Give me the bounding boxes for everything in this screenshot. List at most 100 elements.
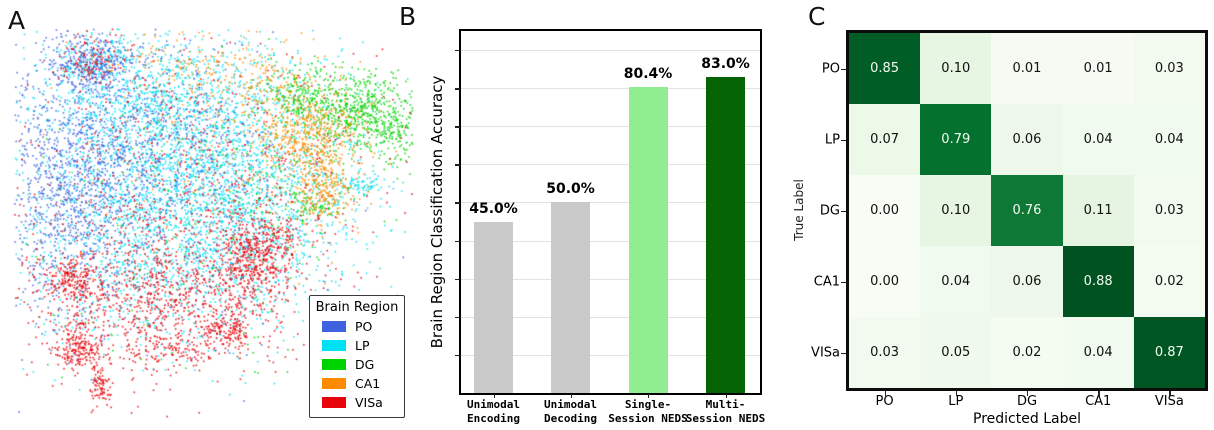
heatmap-cell-CA1-LP: 0.04: [920, 246, 992, 317]
legend-swatch-ca1: [322, 378, 346, 389]
heatmap-col-label-visa: VISa: [1154, 394, 1184, 409]
x-axis-tick: [725, 394, 727, 398]
heatmap-row-label-po: PO: [821, 61, 840, 76]
heatmap-y-tick: [841, 210, 846, 212]
heatmap-cell-PO-PO: 0.85: [849, 33, 921, 104]
heatmap-cell-VISa-LP: 0.05: [920, 317, 992, 388]
heatmap-cell-LP-DG: 0.06: [991, 104, 1063, 175]
heatmap-cell-PO-DG: 0.01: [991, 33, 1063, 104]
heatmap-cell-DG-DG: 0.76: [991, 175, 1063, 246]
heatmap-cell-LP-CA1: 0.04: [1062, 104, 1134, 175]
legend-entry-ca1: CA1: [310, 374, 404, 393]
heatmap-cell-PO-LP: 0.10: [920, 33, 992, 104]
legend-swatch-dg: [322, 359, 346, 370]
panel-c-label: C: [808, 2, 826, 31]
gridline: [461, 50, 760, 52]
heatmap-row-label-ca1: CA1: [813, 274, 840, 289]
gridline: [461, 126, 760, 128]
y-axis-tick: [455, 316, 460, 319]
heatmap-x-axis-label: Predicted Label: [973, 411, 1081, 427]
gridline: [461, 354, 760, 356]
bar-single-: [628, 86, 668, 393]
heatmap-cell-CA1-VISa: 0.02: [1133, 246, 1205, 317]
legend-swatch-lp: [322, 340, 346, 351]
gridline: [461, 240, 760, 242]
y-axis-tick: [455, 50, 460, 52]
y-axis-tick: [455, 126, 460, 128]
legend-label: LP: [355, 338, 370, 353]
heatmap-cell-DG-LP: 0.10: [920, 175, 992, 246]
legend-entry-lp: LP: [310, 336, 404, 355]
heatmap-col-label-ca1: CA1: [1085, 394, 1112, 409]
heatmap-col-label-dg: DG: [1016, 394, 1038, 409]
heatmap-cell-CA1-PO: 0.00: [849, 246, 921, 317]
bar-multi-: [706, 76, 745, 393]
heatmap-cell-CA1-DG: 0.06: [991, 246, 1063, 317]
x-axis-category-label: Multi- Session NEDS: [685, 398, 766, 425]
legend-label: DG: [355, 357, 375, 372]
x-axis-category-label: Unimodal Encoding: [467, 398, 520, 425]
x-axis-category-label: Single- Session NEDS: [608, 398, 688, 425]
y-axis-tick: [455, 240, 460, 242]
legend-entry-po: PO: [310, 317, 404, 336]
x-axis-tick: [648, 394, 650, 398]
legend-swatch-po: [322, 321, 346, 332]
legend-entry-visa: VISa: [310, 393, 404, 412]
legend-label: CA1: [355, 376, 381, 391]
gridline: [461, 164, 760, 166]
heatmap-x-tick: [955, 391, 958, 396]
heatmap-row-label-dg: DG: [819, 203, 840, 218]
bar-unimodal: [551, 202, 590, 393]
gridline: [461, 202, 760, 204]
heatmap-row-label-lp: LP: [824, 132, 840, 147]
heatmap-row-label-visa: VISa: [811, 345, 840, 360]
bar-value-label: 80.4%: [623, 65, 673, 82]
heatmap-cell-DG-PO: 0.00: [849, 175, 921, 246]
gridline: [461, 316, 760, 318]
confusion-matrix: 0.85 0.10 0.01 0.01 0.03 0.07 0.79 0.06 0.04 0.04…: [846, 30, 1208, 391]
y-axis-tick: [455, 202, 460, 204]
heatmap-y-tick: [841, 139, 846, 141]
gridline: [461, 88, 760, 90]
bar-chart-plot-area: 45.0% Unimodal Encoding 50.0% Unimodal Deco…: [455, 29, 765, 425]
legend-entry-dg: DG: [310, 355, 404, 374]
heatmap-cell-DG-VISa: 0.03: [1133, 175, 1205, 246]
y-axis-tick: [455, 278, 460, 281]
heatmap-y-tick: [841, 352, 846, 354]
heatmap-x-tick: [1169, 391, 1171, 396]
x-axis-tick: [493, 394, 495, 398]
gridline: [461, 278, 760, 280]
y-axis-tick: [455, 354, 460, 357]
bar-value-label: 50.0%: [546, 181, 595, 198]
bar-chart-y-axis-label: Brain Region Classification Accuracy: [428, 75, 446, 349]
heatmap-cell-PO-CA1: 0.01: [1062, 33, 1134, 104]
heatmap-cell-PO-VISa: 0.03: [1133, 33, 1205, 104]
heatmap-col-label-po: PO: [875, 394, 894, 409]
legend-title: Brain Region: [315, 300, 399, 315]
x-axis-category-label: Unimodal Decoding: [544, 398, 597, 425]
y-axis-tick: [455, 164, 460, 166]
y-axis-tick: [455, 88, 460, 90]
legend-swatch-visa: [322, 397, 346, 408]
panel-b-label: B: [399, 2, 417, 31]
bar-value-label: 83.0%: [701, 55, 750, 72]
legend-label: VISa: [355, 395, 383, 410]
heatmap-cell-VISa-CA1: 0.04: [1062, 317, 1134, 388]
heatmap-cell-LP-VISa: 0.04: [1133, 104, 1205, 175]
brain-region-legend: Brain Region PO LP DG CA1 VISa: [309, 295, 405, 418]
heatmap-y-tick: [841, 281, 846, 283]
heatmap-cell-VISa-DG: 0.02: [991, 317, 1063, 388]
heatmap-cell-CA1-CA1: 0.88: [1062, 246, 1134, 317]
bar-unimodal: [474, 221, 513, 393]
heatmap-x-tick: [884, 391, 886, 396]
bar-value-label: 45.0%: [469, 200, 518, 217]
x-axis-tick: [570, 394, 572, 398]
heatmap-cell-VISa-PO: 0.03: [849, 317, 921, 388]
heatmap-cell-LP-PO: 0.07: [849, 104, 921, 175]
heatmap-cell-DG-CA1: 0.11: [1062, 175, 1134, 246]
heatmap-col-label-lp: LP: [948, 394, 964, 409]
heatmap-cell-VISa-VISa: 0.87: [1133, 317, 1205, 388]
heatmap-cell-LP-LP: 0.79: [920, 104, 992, 175]
heatmap-x-tick: [1027, 391, 1029, 396]
